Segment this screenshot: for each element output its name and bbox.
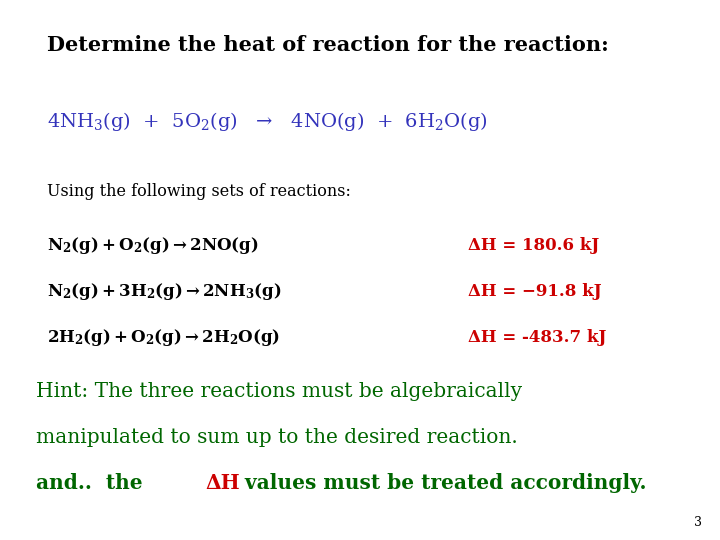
Text: $\mathregular{4NH_3(g)}$  +  $\mathregular{5O_2(g)}$   →   $\mathregular{4NO(g)}: $\mathregular{4NH_3(g)}$ + $\mathregular…: [47, 110, 487, 133]
Text: Determine the heat of reaction for the reaction:: Determine the heat of reaction for the r…: [47, 35, 608, 55]
Text: ΔH = -483.7 kJ: ΔH = -483.7 kJ: [468, 329, 606, 346]
Text: ΔH = 180.6 kJ: ΔH = 180.6 kJ: [468, 237, 599, 254]
Text: $\mathregular{2H_2(g)  + O_2(g)  \rightarrow  2H_2O(g)}$: $\mathregular{2H_2(g) + O_2(g) \rightarr…: [47, 327, 279, 348]
Text: values must be treated accordingly.: values must be treated accordingly.: [238, 473, 646, 494]
Text: $\mathregular{N_2(g)  +  O_2(g)  \rightarrow  2NO(g)}$: $\mathregular{N_2(g) + O_2(g) \rightarro…: [47, 235, 258, 256]
Text: manipulated to sum up to the desired reaction.: manipulated to sum up to the desired rea…: [36, 428, 518, 447]
Text: Using the following sets of reactions:: Using the following sets of reactions:: [47, 183, 351, 200]
Text: ΔH = −91.8 kJ: ΔH = −91.8 kJ: [468, 283, 602, 300]
Text: ΔH: ΔH: [205, 473, 240, 494]
Text: 3: 3: [694, 516, 702, 529]
Text: and..  the: and.. the: [36, 473, 150, 494]
Text: $\mathregular{N_2(g)  +  3H_2(g)  \rightarrow  2NH_3(g)}$: $\mathregular{N_2(g) + 3H_2(g) \rightarr…: [47, 281, 281, 302]
Text: Hint: The three reactions must be algebraically: Hint: The three reactions must be algebr…: [36, 382, 522, 401]
